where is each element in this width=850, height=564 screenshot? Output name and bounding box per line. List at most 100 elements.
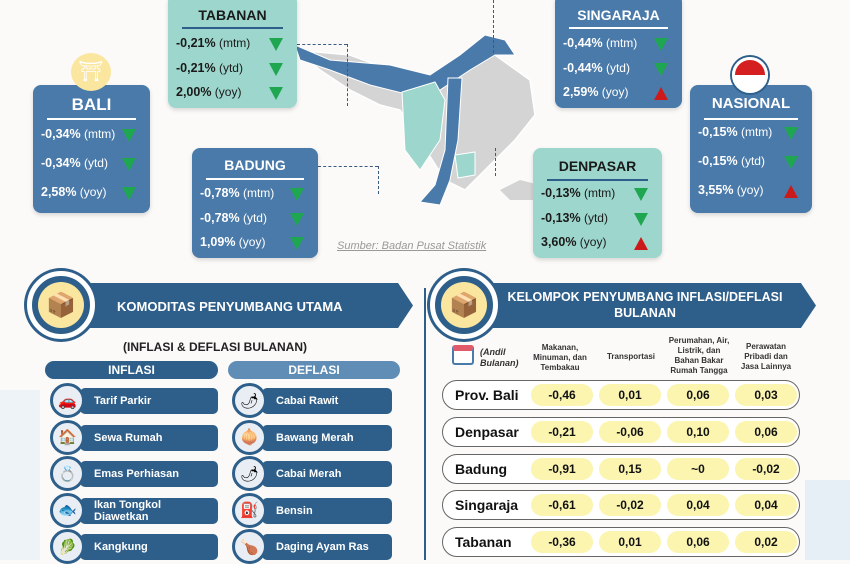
deflasi-header: DEFLASI	[228, 361, 400, 379]
table-cell: -0,21	[531, 420, 593, 443]
stat-value: -0,34%	[41, 156, 81, 170]
stat-value: -0,44%	[563, 36, 603, 50]
box-icon: 📦	[38, 282, 84, 328]
table-cell: 0,03	[735, 384, 797, 406]
stat-unit: (yoy)	[601, 85, 629, 99]
table-row: Denpasar -0,21 -0,06 0,10 0,06	[442, 416, 800, 447]
table-cell: -0,02	[735, 457, 797, 480]
table-row: Badung -0,91 0,15 ~0 -0,02	[442, 453, 800, 484]
deflasi-item: Daging Ayam Ras	[262, 534, 392, 560]
region-card-singaraja: SINGARAJA -0,44% (mtm) -0,44% (ytd) 2,59…	[555, 0, 682, 108]
inflasi-item: Emas Perhiasan	[80, 461, 218, 487]
stat-row: -0,13% (mtm)	[541, 186, 615, 200]
row-name: Badung	[455, 460, 508, 477]
table-cell: -0,02	[599, 494, 661, 517]
section-divider	[424, 288, 426, 560]
leader-line	[347, 44, 348, 106]
stat-value: -0,15%	[698, 154, 738, 168]
up-arrow-icon	[654, 87, 668, 100]
stat-unit: (ytd)	[740, 154, 765, 168]
stat-row: -0,21% (mtm)	[176, 36, 250, 50]
region-card-denpasar: DENPASAR -0,13% (mtm) -0,13% (ytd) 3,60%…	[533, 148, 662, 258]
stat-unit: (ytd)	[242, 210, 267, 225]
commodity-icon: 💍	[50, 456, 85, 491]
kelompok-title: KELOMPOK PENYUMBANG INFLASI/DEFLASI BULA…	[507, 290, 783, 320]
item-label: Ikan Tongkol Diawetkan	[94, 498, 162, 523]
down-arrow-icon	[122, 129, 136, 142]
table-row: Prov. Bali -0,46 0,01 0,06 0,03	[442, 380, 800, 410]
region-name: BADUNG	[224, 157, 286, 173]
stat-row: -0,34% (ytd)	[41, 156, 108, 170]
deflasi-item: Cabai Merah	[262, 461, 392, 487]
stat-row: -0,44% (ytd)	[563, 61, 630, 75]
stat-row: -0,15% (mtm)	[698, 125, 772, 139]
stat-value: -0,78%	[200, 186, 240, 200]
kelompok-banner	[440, 283, 816, 328]
table-cell: 0,10	[667, 420, 729, 443]
deflasi-item: Bawang Merah	[262, 424, 392, 451]
table-cell: -0,36	[531, 531, 593, 554]
region-card-nasional: NASIONAL -0,15% (mtm) -0,15% (ytd) 3,55%…	[690, 57, 812, 213]
stat-unit: (yoy)	[214, 85, 242, 99]
stat-value: 3,55%	[698, 183, 734, 197]
stat-row: 2,59% (yoy)	[563, 85, 628, 99]
stat-row: -0,34% (mtm)	[41, 127, 115, 141]
stat-unit: (mtm)	[583, 186, 616, 200]
leader-line	[318, 166, 378, 167]
region-name: TABANAN	[198, 7, 267, 23]
region-card-tabanan: TABANAN -0,21% (mtm) -0,21% (ytd) 2,00% …	[168, 0, 297, 108]
item-label: Cabai Rawit	[276, 395, 339, 407]
deflasi-item: Bensin	[262, 497, 392, 524]
item-label: Bawang Merah	[276, 431, 354, 444]
down-arrow-icon	[269, 62, 283, 76]
item-label: Tarif Parkir	[94, 395, 152, 407]
region-name: SINGARAJA	[577, 7, 660, 23]
bali-map	[292, 34, 540, 206]
stat-value: -0,34%	[41, 127, 81, 141]
komoditas-title: KOMODITAS PENYUMBANG UTAMA	[117, 299, 343, 314]
stat-unit: (yoy)	[238, 235, 266, 249]
down-arrow-icon	[654, 38, 668, 51]
region-name: BALI	[71, 95, 112, 114]
indonesia-flag-icon	[732, 57, 768, 93]
stat-unit: (ytd)	[218, 60, 243, 75]
region-name: DENPASAR	[558, 158, 637, 174]
commodity-icon: 🚗	[50, 383, 85, 418]
leader-line	[495, 148, 496, 176]
inflasi-header: INFLASI	[45, 361, 218, 379]
stat-unit: (ytd)	[605, 60, 630, 75]
row-name: Singaraja	[455, 497, 519, 514]
stat-value: -0,13%	[541, 210, 581, 225]
stat-row: 3,55% (yoy)	[698, 183, 763, 197]
down-arrow-icon	[654, 62, 668, 76]
temple-icon: ⛩	[71, 53, 111, 91]
commodity-icon: ⛽	[232, 492, 267, 528]
stat-row: 2,00% (yoy)	[176, 85, 241, 99]
table-cell: 0,06	[735, 420, 797, 443]
region-card-badung: BADUNG -0,78% (mtm) -0,78% (ytd) 1,09% (…	[192, 148, 318, 258]
kelompok-medal: 📦	[430, 271, 498, 339]
source-note: Sumber: Badan Pusat Statistik	[337, 240, 487, 252]
table-cell: 0,01	[599, 531, 661, 554]
table-row: Singaraja -0,61 -0,02 0,04 0,04	[442, 490, 800, 521]
table-cell: 0,06	[667, 531, 729, 554]
stat-value: -0,21%	[176, 60, 216, 75]
stat-row: 3,60% (yoy)	[541, 235, 606, 249]
down-arrow-icon	[122, 158, 136, 171]
column-header: Transportasi	[606, 352, 655, 361]
item-label: Daging Ayam Ras	[276, 541, 369, 553]
table-cell: -0,46	[531, 384, 593, 406]
stat-value: 3,60%	[541, 235, 577, 249]
box-icon: 📦	[441, 282, 487, 328]
andil-label: (Andil Bulanan)	[480, 347, 519, 368]
up-arrow-icon	[784, 185, 798, 198]
row-name: Denpasar	[455, 423, 519, 440]
commodity-icon: 🧅	[232, 419, 267, 455]
table-cell: 0,06	[667, 384, 729, 406]
stat-unit: (mtm)	[242, 186, 275, 200]
table-cell: 0,04	[667, 494, 729, 517]
table-cell: 0,02	[735, 531, 797, 554]
calendar-icon	[452, 345, 474, 365]
table-cell: 0,15	[599, 457, 661, 480]
stat-row: -0,21% (ytd)	[176, 61, 243, 75]
